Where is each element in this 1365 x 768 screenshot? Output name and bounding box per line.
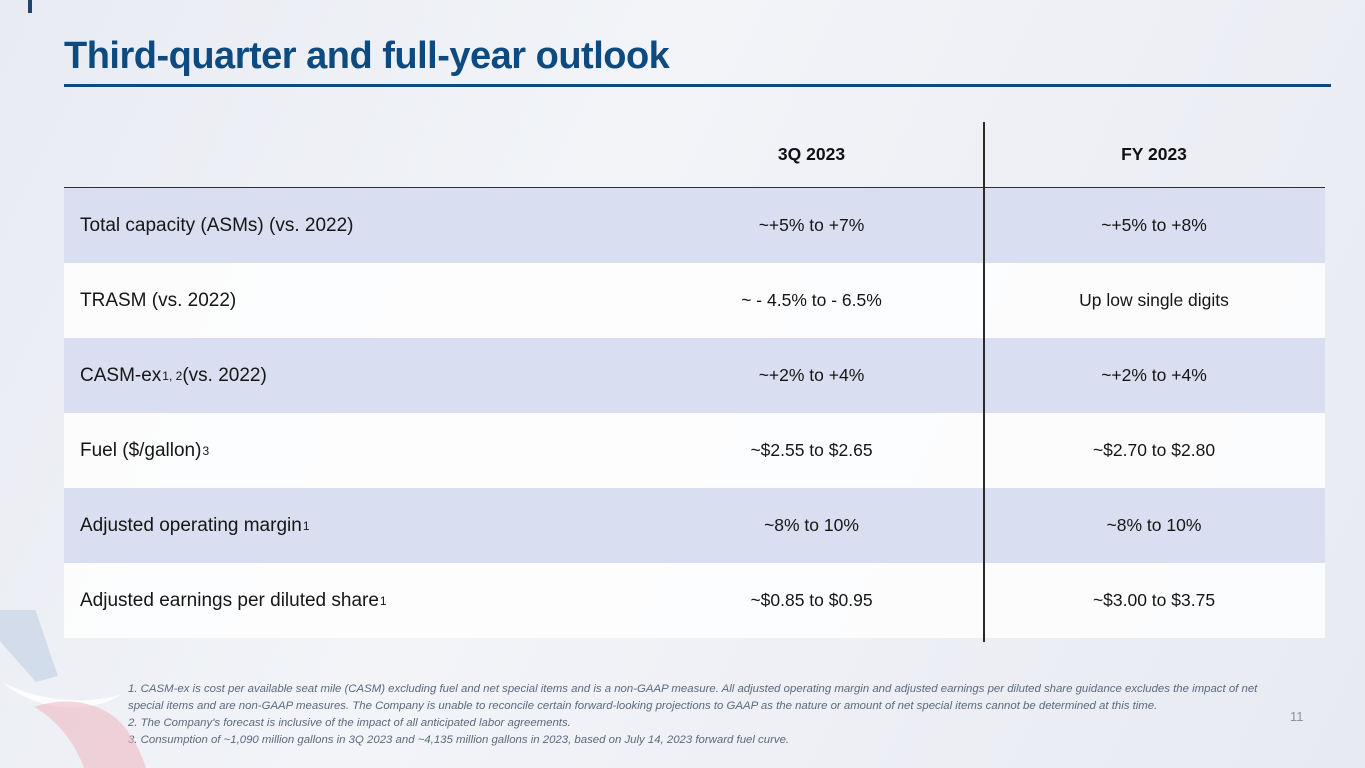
row-value-fy: ~$3.00 to $3.75 (1092, 590, 1216, 610)
table-row: TRASM (vs. 2022) ~ - 4.5% to - 6.5% Up l… (64, 263, 1325, 338)
row-label-text: Fuel ($/gallon) (80, 439, 202, 461)
row-value-3q: ~$2.55 to $2.65 (750, 440, 873, 460)
footnotes-block: 1. CASM-ex is cost per available seat mi… (128, 681, 1260, 749)
row-value-3q: ~$0.85 to $0.95 (750, 590, 873, 610)
column-header-blank (64, 122, 640, 187)
watermark-ribbon-blue (0, 610, 58, 682)
column-header-fy: FY 2023 (1121, 144, 1187, 164)
artifact-mark (28, 0, 32, 13)
title-underline (64, 83, 1331, 87)
brand-ribbon-watermark (0, 610, 146, 768)
row-value-fy: ~$2.70 to $2.80 (1092, 440, 1216, 460)
page-title: Third-quarter and full-year outlook (64, 35, 670, 77)
footnote: 3. Consumption of ~1,090 million gallons… (128, 733, 790, 746)
row-label: Total capacity (ASMs) (vs. 2022) (64, 188, 640, 263)
row-label: TRASM (vs. 2022) (64, 263, 640, 338)
footnote: 1. CASM-ex is cost per available seat mi… (128, 683, 1258, 712)
row-label-text: Total capacity (ASMs) (vs. 2022) (80, 214, 354, 236)
table-row: CASM-ex 1, 2 (vs. 2022) ~+2% to +4% ~+2% … (64, 338, 1325, 413)
row-label-text: TRASM (vs. 2022) (80, 289, 237, 311)
footnote: 2. The Company's forecast is inclusive o… (128, 716, 571, 729)
row-label-suffix: (vs. 2022) (182, 364, 267, 386)
row-label: Adjusted earnings per diluted share 1 (80, 589, 387, 611)
watermark-ribbon-red (34, 701, 146, 768)
page-number: 11 (1290, 709, 1304, 724)
column-divider-line (983, 122, 985, 642)
table-row: Fuel ($/gallon) 3 ~$2.55 to $2.65 ~$2.70 … (64, 413, 1325, 488)
table-row: Adjusted operating margin 1 ~8% to 10% ~8… (64, 488, 1325, 563)
column-header-3q: 3Q 2023 (777, 144, 846, 164)
row-label: Fuel ($/gallon) 3 (80, 439, 210, 461)
outlook-table: 3Q 2023 FY 2023 Total capacity (ASMs) (v… (64, 122, 1325, 642)
row-value-fy: Up low single digits (1079, 290, 1229, 310)
row-value-3q: ~8% to 10% (764, 515, 859, 535)
row-value-3q: ~ - 4.5% to - 6.5% (741, 290, 882, 310)
row-label-text: Adjusted operating margin (80, 514, 302, 536)
row-label: Adjusted operating margin 1 (80, 514, 310, 536)
row-value-3q: ~+2% to +4% (758, 365, 865, 385)
row-value-fy: ~8% to 10% (1106, 515, 1202, 535)
row-label-text: Adjusted earnings per diluted share (80, 589, 379, 611)
row-label: CASM-ex 1, 2 (vs. 2022) (80, 364, 267, 386)
title-block: Third-quarter and full-year outlook (64, 34, 1331, 87)
row-value-fy: ~+2% to +4% (1101, 365, 1207, 385)
row-value-fy: ~+5% to +8% (1101, 215, 1207, 235)
table-header-row: 3Q 2023 FY 2023 (64, 122, 1325, 188)
table-row: Total capacity (ASMs) (vs. 2022) ~+5% to… (64, 188, 1325, 263)
row-value-3q: ~+5% to +7% (758, 215, 865, 235)
watermark-ribbon-white (2, 682, 122, 708)
row-label-text: CASM-ex (80, 364, 162, 386)
table-row: Adjusted earnings per diluted share 1 ~$0… (64, 563, 1325, 638)
